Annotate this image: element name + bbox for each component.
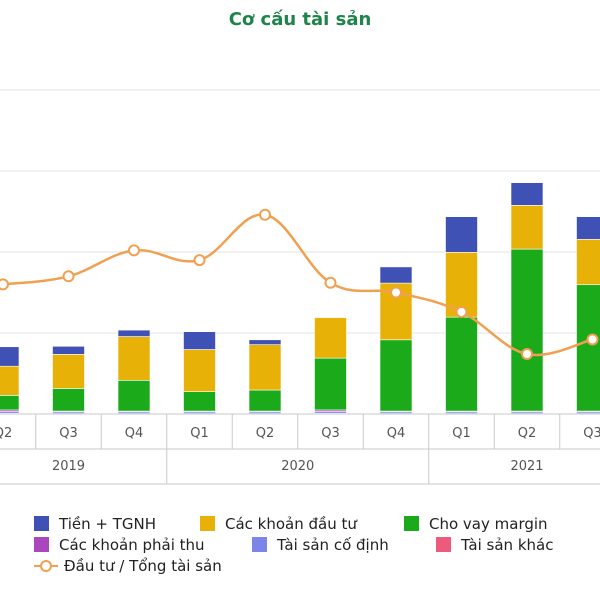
bar-segment [379,339,413,412]
ratio-point [0,278,9,291]
bar-segment [510,205,544,250]
x-tick-label: Q4 [387,426,406,441]
ratio-point [586,333,599,346]
legend-label: Tài sản cố định [277,535,389,554]
bar-segment [0,346,20,367]
bar-segment [314,317,347,359]
legend-item-investments[interactable]: Các khoản đầu tư [200,515,404,533]
bar-segment [183,391,216,412]
bar-segment [248,339,282,345]
bar-segment [52,388,85,412]
x-tick-label: Q3 [583,426,600,441]
bar-segment [183,349,216,392]
asset-structure-chart: Q2 Q3 Q4 Q1 Q2 Q3 Q4 Q1 Q2 Q3 2019 2020 2021 [0,89,600,485]
ratio-point [390,286,402,299]
x-tick-label: Q3 [321,426,340,441]
year-label: 2020 [281,459,314,474]
bar-segment [117,336,151,381]
bar-segment [0,365,20,396]
legend-label: Đầu tư / Tổng tài sản [64,556,222,575]
bar-segment [52,345,85,355]
bar-segment [510,248,544,412]
bar-segment [510,182,544,206]
x-tick-label: Q1 [190,426,209,441]
x-tick-label: Q2 [518,426,537,441]
x-tick-label: Q2 [0,426,12,441]
year-label: 2019 [52,459,85,474]
legend-swatch-receivables [34,537,49,552]
legend-item-cash[interactable]: Tiền + TGNH [34,515,200,533]
bar-segment [248,344,282,391]
x-tick-label: Q1 [452,426,471,441]
legend-swatch-other-assets [436,537,451,552]
legend-item-receivables[interactable]: Các khoản phải thu [34,536,252,554]
legend-item-other-assets[interactable]: Tài sản khác [436,536,553,554]
bar-segment [0,395,20,411]
legend: Tiền + TGNH Các khoản đầu tư Cho vay mar… [34,513,594,576]
bar-segment [117,329,151,337]
ratio-point [62,270,75,283]
bar-segment [117,380,151,412]
legend-swatch-margin [404,516,419,531]
legend-label: Cho vay margin [429,514,548,533]
x-tick-label: Q2 [256,426,275,441]
bar-segment [445,316,478,412]
legend-label: Tiền + TGNH [59,514,156,533]
legend-item-fixed-assets[interactable]: Tài sản cố định [252,536,436,554]
x-tick-label: Q4 [125,426,144,441]
legend-swatch-fixed-assets [252,537,267,552]
legend-label: Các khoản phải thu [59,535,205,554]
bar-segment [576,216,600,240]
x-tick-label: Q3 [59,426,78,441]
legend-label: Các khoản đầu tư [225,514,357,533]
legend-item-investment-ratio[interactable]: Đầu tư / Tổng tài sản [34,557,222,575]
chart-title: Cơ cấu tài sản [228,9,372,30]
bar-segment [183,331,216,350]
year-label: 2021 [510,459,543,474]
ratio-point [259,208,271,221]
ratio-point [193,254,206,267]
ratio-point [521,348,533,361]
legend-item-margin[interactable]: Cho vay margin [404,515,548,533]
ratio-point [324,276,337,289]
bar-segment [248,389,282,412]
bar-segment [379,266,413,284]
bar-segment [52,354,85,389]
legend-swatch-cash [34,516,49,531]
bar-segment [576,284,600,412]
bar-segment [576,239,600,286]
legend-line-swatch [34,558,58,573]
ratio-point [455,305,468,318]
ratio-line [2,213,593,357]
ratio-point [128,244,140,257]
bar-segment [445,216,478,253]
bar-segment [314,357,347,411]
legend-swatch-investments [200,516,215,531]
legend-label: Tài sản khác [461,535,554,554]
